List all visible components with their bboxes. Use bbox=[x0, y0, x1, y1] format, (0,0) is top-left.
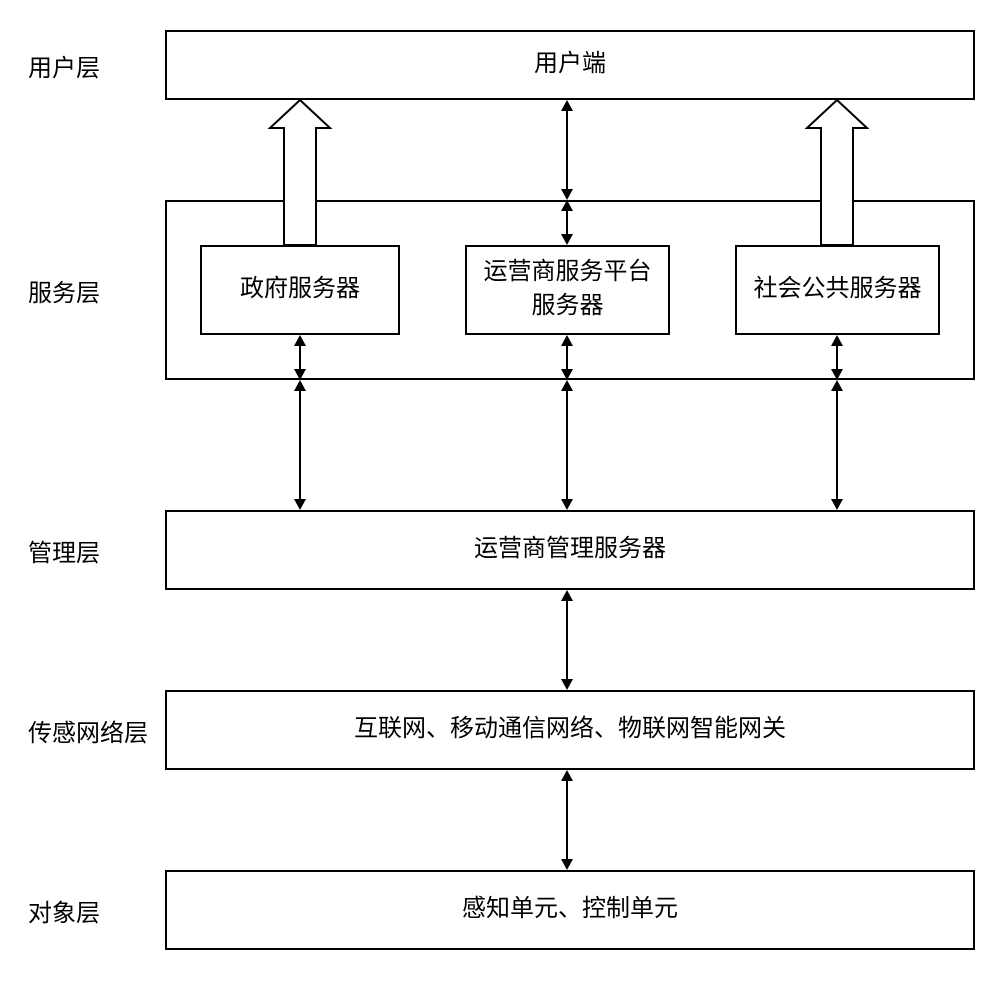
double-arrow bbox=[807, 380, 867, 510]
user-layer-box: 用户端 bbox=[165, 30, 975, 100]
double-arrow bbox=[537, 770, 597, 870]
double-arrow bbox=[537, 100, 597, 200]
object-layer-box: 感知单元、控制单元 bbox=[165, 870, 975, 950]
layer-label-object: 对象层 bbox=[28, 870, 158, 950]
service-box-gov: 政府服务器 bbox=[200, 245, 400, 335]
double-arrow bbox=[537, 590, 597, 690]
service-box-public: 社会公共服务器 bbox=[735, 245, 940, 335]
layer-label-sensor: 传感网络层 bbox=[28, 690, 158, 770]
diagram-canvas: 用户层用户端服务层政府服务器运营商服务平台服务器社会公共服务器管理层运营商管理服… bbox=[0, 0, 1000, 990]
manage-layer-box: 运营商管理服务器 bbox=[165, 510, 975, 590]
service-box-operator: 运营商服务平台服务器 bbox=[465, 245, 670, 335]
layer-label-service: 服务层 bbox=[28, 200, 158, 380]
sensor-layer-box: 互联网、移动通信网络、物联网智能网关 bbox=[165, 690, 975, 770]
double-arrow bbox=[537, 380, 597, 510]
layer-label-user: 用户层 bbox=[28, 30, 158, 100]
double-arrow bbox=[270, 380, 330, 510]
layer-label-manage: 管理层 bbox=[28, 510, 158, 590]
